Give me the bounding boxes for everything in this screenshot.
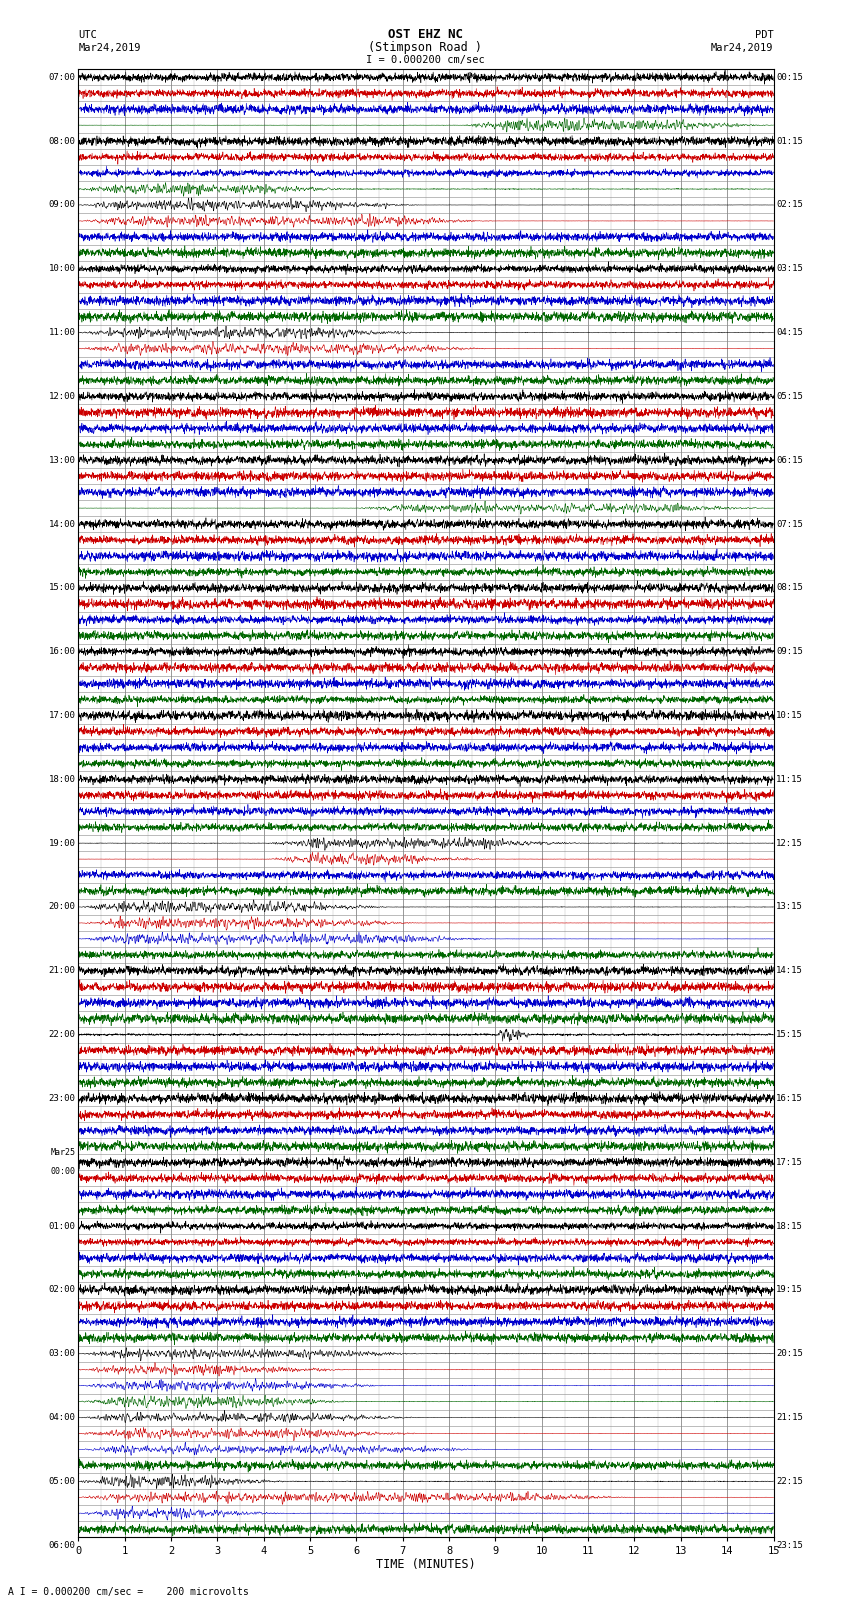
Text: 16:00: 16:00: [48, 647, 76, 656]
Text: 21:00: 21:00: [48, 966, 76, 976]
Text: 07:00: 07:00: [48, 73, 76, 82]
Text: 19:15: 19:15: [776, 1286, 803, 1294]
Text: 17:00: 17:00: [48, 711, 76, 719]
Text: 20:15: 20:15: [776, 1348, 803, 1358]
Text: 11:00: 11:00: [48, 327, 76, 337]
Text: Mar24,2019: Mar24,2019: [711, 42, 774, 53]
Text: 01:00: 01:00: [48, 1221, 76, 1231]
Text: 07:15: 07:15: [776, 519, 803, 529]
Text: 15:15: 15:15: [776, 1031, 803, 1039]
Text: 08:00: 08:00: [48, 137, 76, 145]
Text: 02:00: 02:00: [48, 1286, 76, 1294]
Text: 14:00: 14:00: [48, 519, 76, 529]
Text: 12:15: 12:15: [776, 839, 803, 848]
Text: 21:15: 21:15: [776, 1413, 803, 1423]
Text: 15:00: 15:00: [48, 584, 76, 592]
Text: 04:15: 04:15: [776, 327, 803, 337]
Text: I = 0.000200 cm/sec: I = 0.000200 cm/sec: [366, 55, 484, 66]
Text: Mar25: Mar25: [51, 1148, 76, 1158]
Text: PDT: PDT: [755, 29, 774, 40]
Text: UTC: UTC: [78, 29, 97, 40]
Text: 20:00: 20:00: [48, 903, 76, 911]
Text: 23:15: 23:15: [776, 1540, 803, 1550]
Text: A I = 0.000200 cm/sec =    200 microvolts: A I = 0.000200 cm/sec = 200 microvolts: [8, 1587, 249, 1597]
Text: 22:15: 22:15: [776, 1478, 803, 1486]
Text: Mar24,2019: Mar24,2019: [78, 42, 141, 53]
Text: 05:00: 05:00: [48, 1478, 76, 1486]
Text: 17:15: 17:15: [776, 1158, 803, 1166]
Text: 13:15: 13:15: [776, 903, 803, 911]
Text: 18:00: 18:00: [48, 774, 76, 784]
Text: 02:15: 02:15: [776, 200, 803, 210]
Text: 03:15: 03:15: [776, 265, 803, 273]
Text: 01:15: 01:15: [776, 137, 803, 145]
Text: 00:00: 00:00: [51, 1168, 76, 1176]
Text: 16:15: 16:15: [776, 1094, 803, 1103]
Text: 11:15: 11:15: [776, 774, 803, 784]
Text: 23:00: 23:00: [48, 1094, 76, 1103]
Text: 12:00: 12:00: [48, 392, 76, 402]
Text: 03:00: 03:00: [48, 1348, 76, 1358]
Text: 06:00: 06:00: [48, 1540, 76, 1550]
Text: 19:00: 19:00: [48, 839, 76, 848]
Text: 04:00: 04:00: [48, 1413, 76, 1423]
Text: 10:00: 10:00: [48, 265, 76, 273]
Text: OST EHZ NC: OST EHZ NC: [388, 27, 462, 42]
Text: 22:00: 22:00: [48, 1031, 76, 1039]
Text: 09:15: 09:15: [776, 647, 803, 656]
Text: 08:15: 08:15: [776, 584, 803, 592]
Text: 00:15: 00:15: [776, 73, 803, 82]
Text: 05:15: 05:15: [776, 392, 803, 402]
Text: (Stimpson Road ): (Stimpson Road ): [368, 40, 482, 55]
Text: 18:15: 18:15: [776, 1221, 803, 1231]
Text: 10:15: 10:15: [776, 711, 803, 719]
X-axis label: TIME (MINUTES): TIME (MINUTES): [376, 1558, 476, 1571]
Text: 06:15: 06:15: [776, 456, 803, 465]
Text: 09:00: 09:00: [48, 200, 76, 210]
Text: 13:00: 13:00: [48, 456, 76, 465]
Text: 14:15: 14:15: [776, 966, 803, 976]
